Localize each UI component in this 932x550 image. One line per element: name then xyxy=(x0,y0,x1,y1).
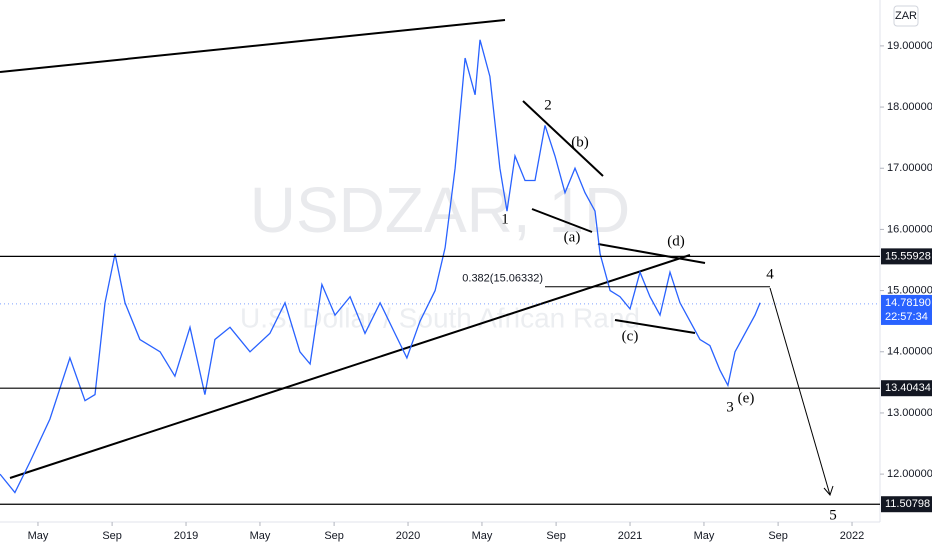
x-tick-label: May xyxy=(694,530,715,542)
x-tick-label: 2022 xyxy=(840,530,864,542)
wave-label: (a) xyxy=(564,229,581,245)
wave-label: 1 xyxy=(501,211,509,227)
wave-label: (b) xyxy=(571,134,589,150)
wave-label: (e) xyxy=(738,390,755,406)
x-tick-label: 2020 xyxy=(396,530,420,542)
wave-label: (d) xyxy=(667,233,685,249)
y-tick-label: 16.00000 xyxy=(887,223,932,235)
level-label: 11.50798 xyxy=(885,498,930,510)
y-tick-label: 18.00000 xyxy=(887,101,932,113)
trend-line xyxy=(614,319,696,334)
currency-label: ZAR xyxy=(895,10,917,22)
projection-arrow xyxy=(769,287,831,496)
x-tick-label: May xyxy=(28,530,49,542)
wave-label: (c) xyxy=(622,328,639,344)
x-tick-label: 2021 xyxy=(618,530,642,542)
countdown: 22:57:34 xyxy=(885,311,928,323)
last-price-box xyxy=(881,294,932,325)
wave-label: 4 xyxy=(766,266,774,282)
trend-line xyxy=(9,254,691,479)
trend-line xyxy=(522,100,604,177)
trend-line xyxy=(597,243,706,264)
watermark: USDZAR, 1D xyxy=(250,174,631,246)
price-line xyxy=(0,39,761,494)
x-tick-label: Sep xyxy=(546,530,566,542)
wave-label: 2 xyxy=(544,97,552,113)
last-price-label: 14.78190 xyxy=(885,297,931,309)
y-tick-label: 13.00000 xyxy=(887,407,932,419)
x-tick-label: Sep xyxy=(324,530,344,542)
arrow-head xyxy=(823,485,834,496)
fib-label: 0.382(15.06332) xyxy=(462,273,543,285)
y-tick-label: 17.00000 xyxy=(887,162,932,174)
level-label-box xyxy=(881,380,932,397)
level-label-box xyxy=(881,248,932,265)
x-tick-label: Sep xyxy=(102,530,122,542)
y-tick-label: 15.00000 xyxy=(887,284,932,296)
wave-label: 5 xyxy=(829,507,837,523)
currency-box[interactable] xyxy=(893,5,919,27)
watermark-subtitle: U.S. Dollar / South African Rand xyxy=(240,302,640,333)
wave-label: 3 xyxy=(726,399,734,415)
trend-line xyxy=(531,208,593,233)
level-label: 13.40434 xyxy=(885,382,931,394)
y-tick-label: 12.00000 xyxy=(887,468,932,480)
y-tick-label: 19.00000 xyxy=(887,40,932,52)
level-label-box xyxy=(881,496,932,513)
x-tick-label: 2019 xyxy=(174,530,198,542)
y-tick-label: 14.00000 xyxy=(887,346,932,358)
level-label: 15.55928 xyxy=(885,250,931,262)
trend-lines xyxy=(0,19,834,496)
trend-line xyxy=(0,19,506,73)
x-tick-label: Sep xyxy=(768,530,788,542)
x-tick-label: May xyxy=(250,530,271,542)
x-tick-label: May xyxy=(472,530,493,542)
